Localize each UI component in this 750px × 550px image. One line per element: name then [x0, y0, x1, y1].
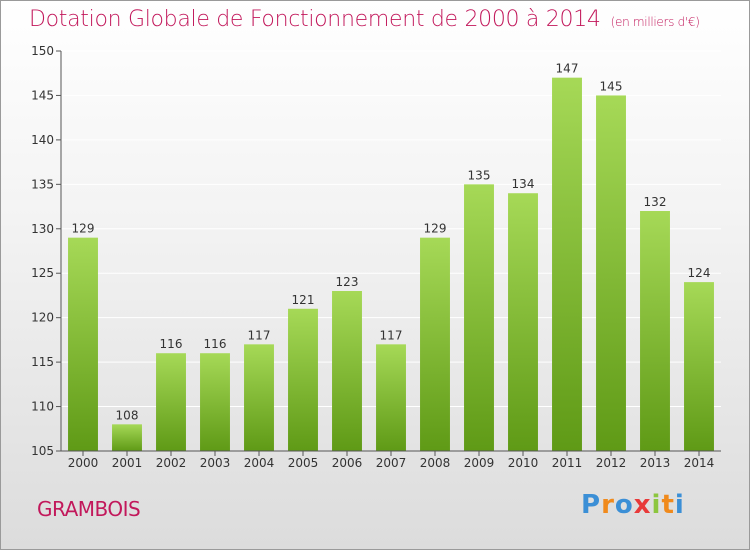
data-label-2009: 135	[468, 168, 491, 182]
bar-2006	[332, 291, 362, 451]
logo-letter: r	[601, 490, 615, 520]
chart-title-text: Dotation Globale de Fonctionnement de 20…	[29, 7, 601, 32]
y-tick-label: 105	[31, 444, 54, 458]
x-tick-label-2012: 2012	[596, 456, 627, 470]
x-tick-label-2011: 2011	[552, 456, 583, 470]
x-tick-label-2008: 2008	[420, 456, 451, 470]
x-tick-label-2006: 2006	[332, 456, 363, 470]
x-tick-label-2004: 2004	[244, 456, 275, 470]
data-label-2001: 108	[116, 408, 139, 422]
bar-2007	[376, 344, 406, 451]
data-label-2005: 121	[292, 293, 315, 307]
bar-2001	[112, 424, 142, 451]
data-label-2013: 132	[644, 195, 667, 209]
y-tick-label: 145	[31, 88, 54, 102]
x-tick-label-2003: 2003	[200, 456, 231, 470]
data-label-2003: 116	[204, 337, 227, 351]
logo-letter: x	[633, 490, 652, 520]
y-tick-label: 135	[31, 177, 54, 191]
logo-letter: i	[674, 490, 685, 520]
bar-2009	[464, 184, 494, 452]
bar-2014	[684, 282, 714, 451]
proxiti-logo: Proxiti	[581, 490, 685, 520]
x-tick-label-2000: 2000	[68, 456, 99, 470]
data-label-2006: 123	[336, 275, 359, 289]
data-label-2007: 117	[380, 328, 403, 342]
y-tick-label: 110	[31, 400, 54, 414]
commune-name: GRAMBOIS	[37, 497, 141, 521]
bar-2008	[420, 237, 450, 451]
data-label-2014: 124	[688, 266, 711, 280]
logo-letter: i	[651, 490, 662, 520]
x-tick-label-2002: 2002	[156, 456, 187, 470]
bar-2005	[288, 308, 318, 451]
y-tick-label: 120	[31, 311, 54, 325]
bar-2003	[200, 353, 230, 451]
y-tick-label: 130	[31, 222, 54, 236]
data-label-2012: 145	[600, 79, 623, 93]
bar-2010	[508, 193, 538, 451]
bar-2013	[640, 211, 670, 451]
y-tick-label: 140	[31, 133, 54, 147]
bar-2002	[156, 353, 186, 451]
data-label-2010: 134	[512, 177, 535, 191]
x-tick-label-2009: 2009	[464, 456, 495, 470]
data-label-2004: 117	[248, 328, 271, 342]
x-tick-label-2005: 2005	[288, 456, 319, 470]
bar-2000	[68, 237, 98, 451]
logo-letter: P	[581, 490, 602, 520]
y-tick-label: 115	[31, 355, 54, 369]
data-label-2008: 129	[424, 222, 447, 236]
bar-2004	[244, 344, 274, 451]
x-tick-label-2007: 2007	[376, 456, 407, 470]
data-label-2000: 129	[72, 222, 95, 236]
y-tick-label: 150	[31, 44, 54, 58]
unit-note: (en milliers d'€)	[610, 15, 700, 29]
data-label-2011: 147	[556, 62, 579, 76]
bar-2011	[552, 77, 582, 452]
y-tick-label: 125	[31, 266, 54, 280]
bar-2012	[596, 95, 626, 451]
x-tick-label-2010: 2010	[508, 456, 539, 470]
bars	[68, 77, 714, 452]
logo-letter: o	[614, 490, 634, 520]
data-label-2002: 116	[160, 337, 183, 351]
logo-letter: t	[661, 490, 675, 520]
x-tick-label-2013: 2013	[640, 456, 671, 470]
axes	[56, 50, 721, 456]
labels: 105 110 115 120 125 130 135 140 145 150 129 2000 108…	[31, 44, 714, 470]
chart-title: Dotation Globale de Fonctionnement de 20…	[29, 7, 700, 32]
x-tick-label-2014: 2014	[684, 456, 715, 470]
x-tick-label-2001: 2001	[112, 456, 143, 470]
